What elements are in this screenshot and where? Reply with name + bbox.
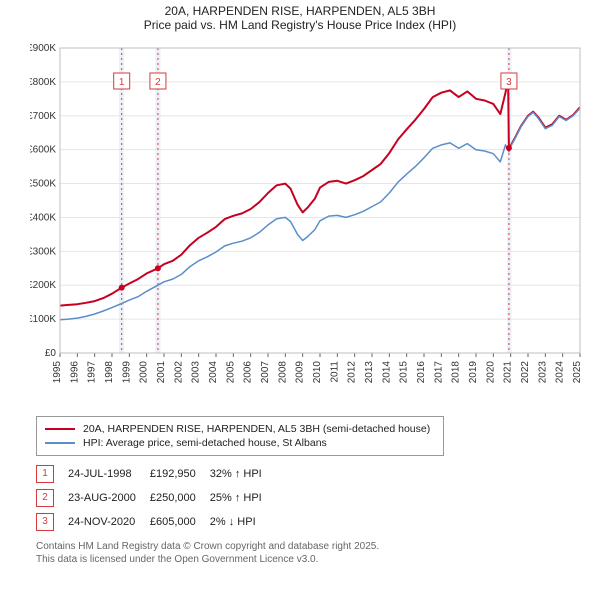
chart-area: £0 £100K £200K £300K £400K £500K £600K £700K £80… <box>30 38 590 408</box>
svg-text:1995: 1995 <box>52 361 63 384</box>
legend-swatch <box>45 428 75 430</box>
svg-text:£200K: £200K <box>30 280 56 291</box>
tx-badge: 1 <box>36 465 54 483</box>
svg-text:2016: 2016 <box>416 361 427 384</box>
svg-text:£500K: £500K <box>30 179 56 190</box>
svg-text:2005: 2005 <box>225 361 236 384</box>
tx-price: £192,950 <box>150 462 210 486</box>
svg-text:2014: 2014 <box>381 361 392 384</box>
tx-date: 24-NOV-2020 <box>68 510 150 534</box>
transaction-row: 1 24-JUL-1998£192,95032% ↑ HPI <box>36 462 276 486</box>
title-line-1: 20A, HARPENDEN RISE, HARPENDEN, AL5 3BH <box>0 4 600 18</box>
svg-text:2003: 2003 <box>191 361 202 384</box>
svg-text:£700K: £700K <box>30 111 56 122</box>
svg-text:2012: 2012 <box>347 361 358 384</box>
svg-text:1998: 1998 <box>104 361 115 384</box>
legend-row: HPI: Average price, semi-detached house,… <box>45 437 435 449</box>
svg-text:1999: 1999 <box>121 361 132 384</box>
svg-text:2009: 2009 <box>295 361 306 384</box>
svg-text:2007: 2007 <box>260 361 271 384</box>
svg-text:2015: 2015 <box>399 361 410 384</box>
chart-title-block: 20A, HARPENDEN RISE, HARPENDEN, AL5 3BH … <box>0 0 600 32</box>
tx-price: £250,000 <box>150 486 210 510</box>
svg-text:1: 1 <box>119 77 125 88</box>
legend-label: 20A, HARPENDEN RISE, HARPENDEN, AL5 3BH … <box>83 423 430 435</box>
svg-text:2010: 2010 <box>312 361 323 384</box>
svg-text:2001: 2001 <box>156 361 167 384</box>
tx-price: £605,000 <box>150 510 210 534</box>
svg-text:2025: 2025 <box>572 361 583 384</box>
legend-row: 20A, HARPENDEN RISE, HARPENDEN, AL5 3BH … <box>45 423 435 435</box>
svg-text:2011: 2011 <box>329 361 340 383</box>
svg-text:£600K: £600K <box>30 145 56 156</box>
tx-badge: 3 <box>36 513 54 531</box>
attribution-line: This data is licensed under the Open Gov… <box>36 553 600 566</box>
svg-text:2018: 2018 <box>451 361 462 384</box>
legend-swatch <box>45 442 75 444</box>
transactions-table: 1 24-JUL-1998£192,95032% ↑ HPI 2 23-AUG-200… <box>36 462 276 534</box>
svg-text:1996: 1996 <box>69 361 80 384</box>
svg-text:£0: £0 <box>45 348 57 359</box>
tx-delta: 32% ↑ HPI <box>210 462 276 486</box>
svg-text:2006: 2006 <box>243 361 254 384</box>
tx-delta: 2% ↓ HPI <box>210 510 276 534</box>
tx-delta: 25% ↑ HPI <box>210 486 276 510</box>
transaction-row: 3 24-NOV-2020£605,0002% ↓ HPI <box>36 510 276 534</box>
svg-text:2: 2 <box>155 77 161 88</box>
svg-text:2023: 2023 <box>537 361 548 384</box>
tx-badge: 2 <box>36 489 54 507</box>
svg-text:2024: 2024 <box>555 361 566 384</box>
svg-text:2019: 2019 <box>468 361 479 384</box>
svg-text:2017: 2017 <box>433 361 444 384</box>
legend-label: HPI: Average price, semi-detached house,… <box>83 437 327 449</box>
svg-text:2004: 2004 <box>208 361 219 384</box>
tx-date: 24-JUL-1998 <box>68 462 150 486</box>
svg-text:2021: 2021 <box>503 361 514 384</box>
svg-text:1997: 1997 <box>87 361 98 384</box>
svg-text:£300K: £300K <box>30 246 56 257</box>
svg-text:2020: 2020 <box>485 361 496 384</box>
svg-text:2013: 2013 <box>364 361 375 384</box>
svg-text:£900K: £900K <box>30 43 56 54</box>
title-line-2: Price paid vs. HM Land Registry's House … <box>0 18 600 32</box>
chart-svg: £0 £100K £200K £300K £400K £500K £600K £700K £80… <box>30 38 590 408</box>
svg-text:2008: 2008 <box>277 361 288 384</box>
transaction-row: 2 23-AUG-2000£250,00025% ↑ HPI <box>36 486 276 510</box>
svg-text:£400K: £400K <box>30 212 56 223</box>
svg-text:2022: 2022 <box>520 361 531 384</box>
legend-box: 20A, HARPENDEN RISE, HARPENDEN, AL5 3BH … <box>36 416 444 456</box>
attribution: Contains HM Land Registry data © Crown c… <box>36 540 600 566</box>
attribution-line: Contains HM Land Registry data © Crown c… <box>36 540 600 553</box>
svg-text:2002: 2002 <box>173 361 184 384</box>
svg-text:2000: 2000 <box>139 361 150 384</box>
tx-date: 23-AUG-2000 <box>68 486 150 510</box>
svg-text:£800K: £800K <box>30 77 56 88</box>
svg-text:£100K: £100K <box>30 314 56 325</box>
svg-text:3: 3 <box>506 77 512 88</box>
